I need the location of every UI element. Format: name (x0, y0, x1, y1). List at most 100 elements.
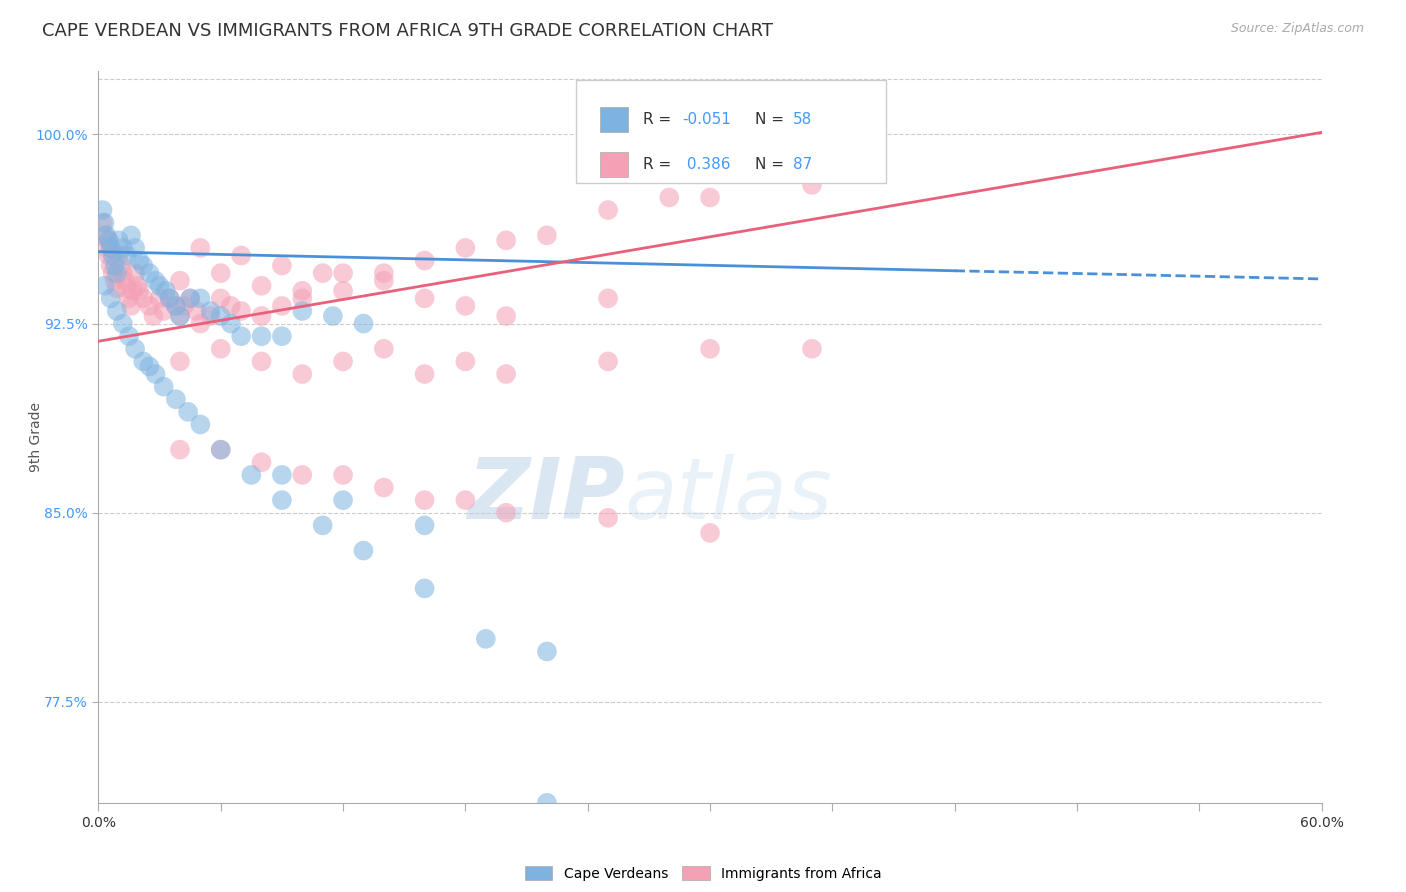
Point (209, 266, 232, 280)
Point (270, 259, 294, 273)
Point (598, 291, 620, 305)
Point (100, 291, 122, 305)
Point (495, 233, 517, 247)
Point (186, 304, 208, 318)
Point (104, 274, 127, 288)
Point (111, 266, 134, 280)
Point (413, 518, 436, 533)
Point (169, 354, 191, 368)
Point (373, 481, 395, 495)
Point (188, 241, 212, 255)
Point (291, 467, 314, 482)
Point (231, 304, 253, 318)
Point (114, 274, 136, 288)
Point (173, 299, 195, 313)
Point (413, 291, 436, 305)
Point (108, 248, 131, 262)
Point (188, 417, 212, 432)
Point (124, 241, 146, 255)
Text: CAPE VERDEAN VS IMMIGRANTS FROM AFRICA 9TH GRADE CORRELATION CHART: CAPE VERDEAN VS IMMIGRANTS FROM AFRICA 9… (42, 22, 773, 40)
Point (658, 190, 681, 204)
Point (209, 342, 232, 356)
Point (105, 266, 128, 280)
Point (91, 203, 114, 218)
Point (110, 259, 132, 273)
Text: 58: 58 (793, 112, 813, 127)
Point (454, 241, 477, 255)
Point (536, 228, 558, 243)
Point (101, 266, 124, 280)
Point (188, 291, 212, 305)
Point (97, 233, 120, 247)
Point (179, 291, 201, 305)
Point (209, 309, 232, 323)
Point (159, 291, 181, 305)
Point (155, 284, 177, 298)
Point (536, 796, 558, 810)
Point (128, 253, 150, 268)
Point (332, 493, 354, 508)
Point (352, 543, 374, 558)
Point (291, 367, 314, 381)
Point (93, 278, 115, 293)
Point (142, 309, 165, 323)
Point (413, 367, 436, 381)
Text: R =: R = (643, 112, 676, 127)
Point (96, 241, 118, 255)
Point (413, 253, 436, 268)
Point (97, 233, 120, 247)
Point (128, 284, 150, 298)
Point (124, 342, 146, 356)
Point (373, 274, 395, 288)
Point (93, 228, 115, 243)
Point (250, 354, 273, 368)
Point (219, 317, 242, 331)
Point (699, 190, 721, 204)
Point (250, 329, 273, 343)
Point (104, 259, 127, 273)
Point (322, 309, 344, 323)
Point (100, 241, 122, 255)
Point (115, 281, 138, 295)
Point (373, 342, 395, 356)
Text: Source: ZipAtlas.com: Source: ZipAtlas.com (1230, 22, 1364, 36)
Point (332, 266, 354, 280)
Point (118, 291, 141, 305)
Point (699, 525, 721, 540)
Point (312, 518, 335, 533)
Point (149, 291, 172, 305)
Point (495, 506, 517, 520)
Point (413, 493, 436, 508)
Point (270, 467, 294, 482)
Point (105, 304, 128, 318)
Point (169, 274, 191, 288)
Point (149, 278, 172, 293)
Point (145, 367, 167, 381)
Point (122, 284, 145, 298)
Text: 87: 87 (793, 157, 813, 171)
Point (291, 304, 314, 318)
Text: R =: R = (643, 157, 676, 171)
Point (801, 342, 824, 356)
Point (536, 644, 558, 658)
Point (209, 442, 232, 457)
Point (219, 299, 242, 313)
Point (200, 309, 222, 323)
Y-axis label: 9th Grade: 9th Grade (30, 402, 44, 472)
Point (291, 284, 314, 298)
Text: 0.386: 0.386 (682, 157, 730, 171)
Point (270, 493, 294, 508)
Text: -0.051: -0.051 (682, 112, 731, 127)
Text: atlas: atlas (624, 454, 832, 537)
Point (165, 299, 187, 313)
Point (145, 274, 167, 288)
Point (454, 493, 477, 508)
Point (598, 354, 620, 368)
Point (132, 259, 155, 273)
Point (270, 299, 294, 313)
Point (495, 367, 517, 381)
Point (250, 455, 273, 469)
Point (373, 266, 395, 280)
Point (152, 379, 174, 393)
Point (332, 354, 354, 368)
